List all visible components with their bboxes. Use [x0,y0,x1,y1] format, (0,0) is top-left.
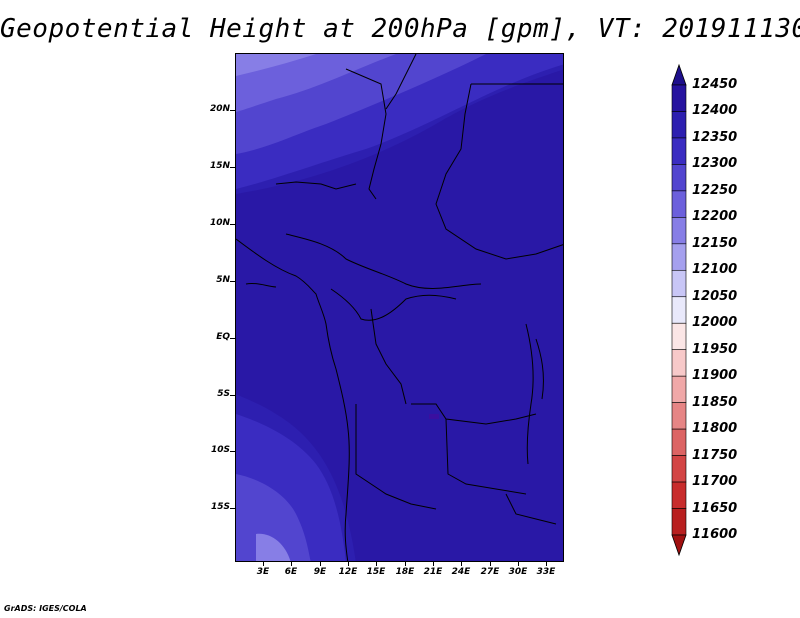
colorbar-label: 11850 [692,394,738,410]
colorbar-label: 11700 [692,474,738,490]
colorbar-swatch [671,402,687,430]
field-band-12400 [236,69,563,561]
colorbar-swatch [671,217,687,245]
colorbar-swatch [671,269,687,298]
colorbar-arrow-bottom [671,534,687,557]
colorbar-label: 12450 [692,77,738,92]
colorbar-swatch [671,349,687,377]
lon-label-9e: 9E [313,567,327,577]
colorbar-label: 11750 [692,447,738,463]
colorbar-swatch [671,375,687,403]
lat-label-5n: 5N [216,275,230,285]
colorbar-label: 12350 [692,129,738,145]
field-band-south-12300 [236,474,311,561]
lon-tick [490,562,491,566]
lat-label-15s: 15S [210,502,230,512]
colorbar-swatch [671,164,687,192]
lat-label-15n: 15N [209,161,230,171]
colorbar-label: 11600 [692,527,738,542]
field-spot [429,414,439,419]
lon-label-21e: 21E [423,567,443,577]
lat-tick [230,167,235,168]
colorbar-swatch [671,322,687,351]
lon-tick [461,562,462,566]
colorbar-label: 12300 [692,156,738,172]
lat-label-20n: 20N [209,104,230,114]
colorbar-label: 12200 [692,209,738,225]
lat-tick [230,508,235,509]
lon-label-27e: 27E [480,567,500,577]
colorbar-label: 11650 [692,500,738,516]
lon-label-18e: 18E [395,567,415,577]
lat-tick [230,338,235,339]
lon-tick [546,562,547,566]
field-band-south-12200 [256,533,291,561]
chart-title: Geopotential Height at 200hPa [gpm], VT:… [0,14,800,44]
lon-tick [348,562,349,566]
coastlines [236,54,563,561]
lat-label-eq: EQ [216,332,230,342]
lon-label-24e: 24E [451,567,471,577]
credit-text: GrADS: IGES/COLA [4,604,87,613]
colorbar-label: 11950 [692,341,738,357]
colorbar-label: 11900 [692,368,738,384]
colorbar-swatch [671,190,687,218]
colorbar-label: 12250 [692,182,738,198]
colorbar-label: 12150 [692,235,738,251]
field-band-12250 [236,54,396,112]
colorbar-label: 12100 [692,262,738,278]
lat-tick [230,224,235,225]
lon-label-12e: 12E [338,567,358,577]
lat-tick [230,281,235,282]
map-panel [235,53,564,562]
colorbar-swatch [671,243,687,271]
field-band-12200 [236,54,316,76]
colorbar [671,63,687,557]
lat-tick [230,395,235,396]
map-canvas [236,54,563,561]
lat-label-10n: 10N [209,218,230,228]
colorbar-swatch [671,481,687,509]
colorbar-swatch [671,137,687,165]
lon-label-30e: 30E [508,567,528,577]
colorbar-swatch [671,508,687,536]
colorbar-swatch [671,296,687,324]
lon-tick [263,562,264,566]
colorbar-label: 11800 [692,421,738,437]
lon-label-33e: 33E [536,567,556,577]
lon-label-6e: 6E [284,567,298,577]
colorbar-swatch [671,111,687,139]
colorbar-label: 12400 [692,103,738,119]
lon-tick [518,562,519,566]
lon-tick [405,562,406,566]
colorbar-swatch [671,84,687,112]
lon-tick [291,562,292,566]
lon-tick [433,562,434,566]
lon-tick [320,562,321,566]
lat-label-10s: 10S [210,445,230,455]
lat-label-5s: 5S [217,389,230,399]
lon-label-15e: 15E [366,567,386,577]
colorbar-label: 12000 [692,315,738,331]
colorbar-swatch [671,428,687,456]
lon-label-3e: 3E [256,567,270,577]
lon-tick [376,562,377,566]
lat-tick [230,110,235,111]
colorbar-label: 12050 [692,288,738,304]
lat-tick [230,451,235,452]
colorbar-arrow-top [671,63,687,86]
colorbar-swatch [671,455,687,483]
